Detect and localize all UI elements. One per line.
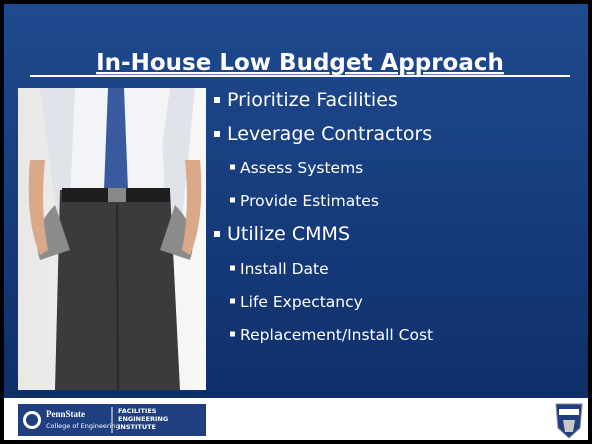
bullet-marker	[214, 97, 220, 103]
bullet: Utilize CMMS	[227, 223, 350, 245]
pennstate-logo: PennState College of Engineering FACILIT…	[18, 404, 206, 436]
bullet-marker	[230, 164, 235, 170]
bullet: Leverage Contractors	[227, 123, 432, 145]
bullet-marker	[214, 131, 220, 137]
sub-bullet: Life Expectancy	[240, 293, 363, 311]
institute-line: INSTITUTE	[118, 423, 156, 431]
sub-bullet: Install Date	[240, 260, 329, 278]
institute-line: ENGINEERING	[118, 415, 168, 423]
college: College of Engineering	[46, 422, 120, 430]
sub-bullet: Assess Systems	[240, 159, 363, 177]
bullet-marker	[230, 331, 235, 337]
sub-bullet: Replacement/Install Cost	[240, 326, 433, 344]
slide-title: In-House Low Budget Approach	[96, 50, 504, 76]
bullet-marker	[230, 265, 235, 271]
institute-line: FACILITIES	[118, 407, 157, 415]
course-icon	[555, 403, 583, 439]
bullet: Prioritize Facilities	[227, 89, 398, 111]
bullet-marker	[230, 197, 235, 203]
bullet-list: Prioritize Facilities Leverage Contractor…	[214, 89, 433, 344]
bullet-marker	[214, 231, 220, 237]
photo	[18, 88, 206, 391]
sub-bullet: Provide Estimates	[240, 192, 379, 210]
bullet-marker	[230, 298, 235, 304]
university: PennState	[46, 409, 85, 419]
